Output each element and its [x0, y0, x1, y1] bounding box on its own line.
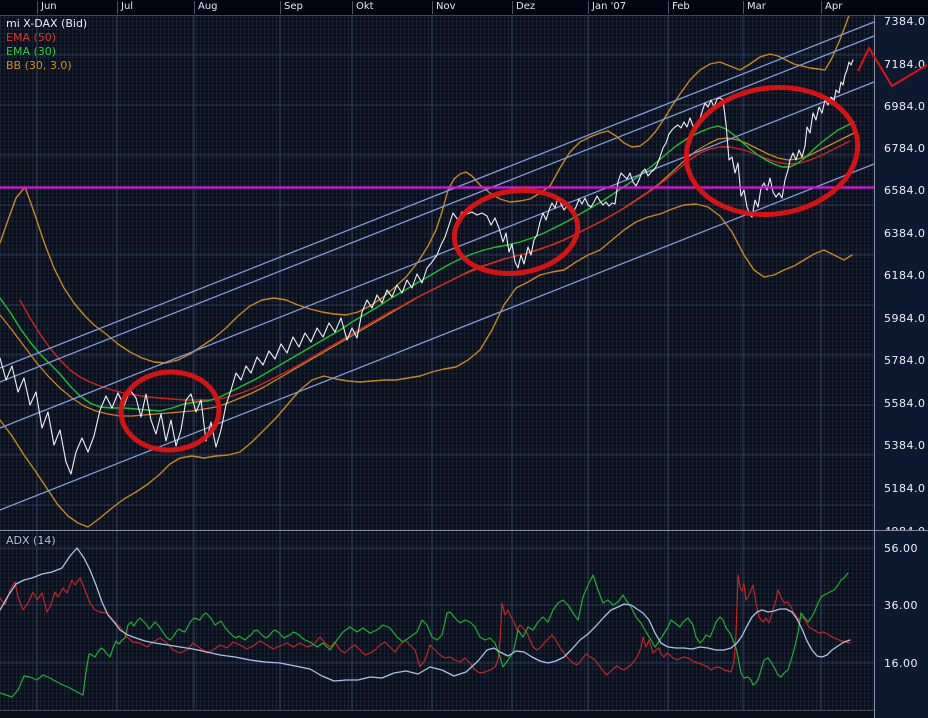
month-tick: [821, 1, 822, 14]
adx-panel-bottom-line: [0, 710, 874, 711]
month-tick: [352, 1, 353, 14]
y-axis-label: 5184.0: [884, 482, 926, 495]
month-label: Feb: [672, 1, 690, 12]
y-axis-label: 7184.0: [884, 58, 926, 71]
month-tick: [194, 1, 195, 14]
series-ADX: [0, 547, 851, 682]
month-tick: [432, 1, 433, 14]
y-axis-label: 5784.0: [884, 354, 926, 367]
month-label: Jun: [41, 1, 57, 12]
y-axis-label: 4984.0: [884, 525, 926, 530]
month-tick: [117, 1, 118, 14]
panel-divider[interactable]: [0, 530, 928, 531]
series-EMA (50): [19, 140, 851, 401]
series-BB (30, 3.0) lower: [0, 203, 853, 528]
date-axis[interactable]: Jun Jul Aug Sep Okt Nov Dez Jan '07 Feb Mar Apr: [0, 0, 928, 16]
month-label: Aug: [198, 1, 218, 12]
y-axis-label: 5984.0: [884, 312, 926, 325]
month-tick: [37, 1, 38, 14]
main-series-group: [0, 15, 874, 530]
y-axis-label: 6584.0: [884, 184, 926, 197]
month-label: Apr: [825, 1, 843, 12]
month-label: Okt: [356, 1, 374, 12]
legend-item: BB (30, 3.0): [6, 59, 72, 72]
y-axis-label: 6784.0: [884, 142, 926, 155]
adx-series-group: [0, 531, 874, 710]
y-axis-label: 6384.0: [884, 227, 926, 240]
trend-channel-line: [0, 21, 874, 369]
series-EMA (30): [0, 121, 855, 412]
month-tick: [743, 1, 744, 14]
month-label: Sep: [284, 1, 303, 12]
month-label: Jan '07: [592, 1, 627, 12]
y-axis-label: 6184.0: [884, 269, 926, 282]
y-axis-label: 36.00: [884, 599, 918, 612]
plot-right-border: [874, 15, 875, 718]
price-panel-legend: mi X-DAX (Bid) EMA (50) EMA (30) BB (30, 3.…: [6, 17, 87, 73]
price-axis[interactable]: 7384.0 7184.0 6984.0 6784.0 6584.0 6384.0 6184…: [875, 15, 928, 530]
adx-indicator-panel[interactable]: [0, 531, 874, 710]
series-BB (30, 3.0) upper: [0, 15, 850, 364]
y-axis-label: 5384.0: [884, 439, 926, 452]
y-axis-label: 16.00: [884, 657, 918, 670]
panel-footer-strip: [0, 711, 874, 718]
month-label: Nov: [436, 1, 456, 12]
adx-panel-legend: ADX (14): [6, 534, 56, 548]
month-tick: [512, 1, 513, 14]
series--DI: [0, 574, 851, 676]
month-tick: [280, 1, 281, 14]
month-tick: [588, 1, 589, 14]
series-X-DAX (Bid): [0, 59, 854, 475]
adx-legend-label: ADX (14): [6, 534, 56, 547]
legend-item: EMA (30): [6, 45, 57, 58]
adx-axis[interactable]: 56.00 36.00 16.00: [875, 531, 928, 718]
y-axis-label: 6984.0: [884, 100, 926, 113]
month-label: Mar: [747, 1, 766, 12]
y-axis-label: 7384.0: [884, 15, 926, 28]
y-axis-label: 5584.0: [884, 397, 926, 410]
y-axis-label: 56.00: [884, 542, 918, 555]
legend-item: mi X-DAX (Bid): [6, 17, 88, 30]
legend-item: EMA (50): [6, 31, 57, 44]
month-tick: [668, 1, 669, 14]
month-label: Jul: [121, 1, 134, 12]
month-label: Dez: [516, 1, 536, 12]
